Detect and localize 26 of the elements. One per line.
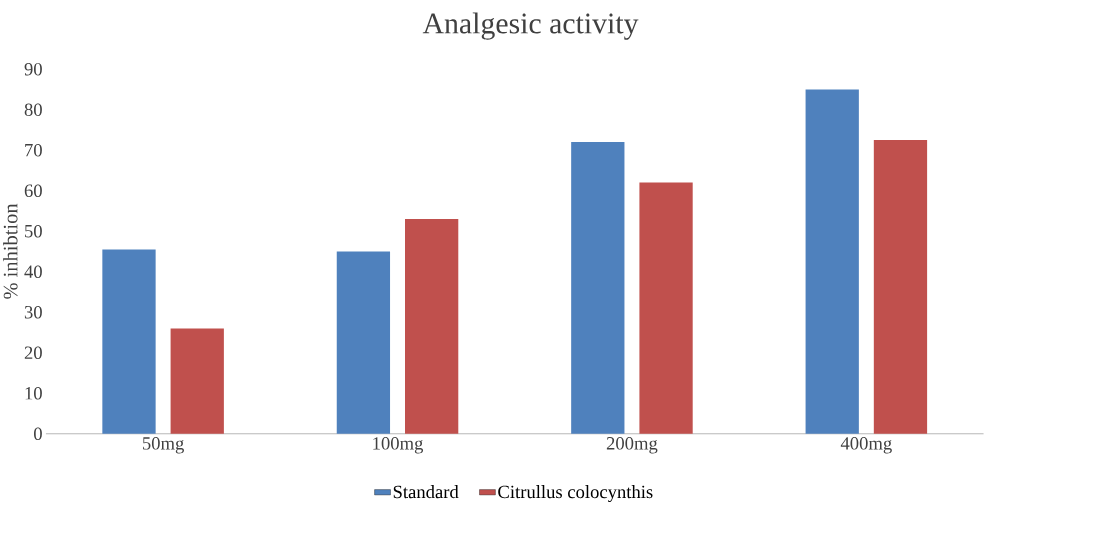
bar bbox=[873, 140, 928, 434]
legend-label: Standard bbox=[393, 485, 459, 499]
x-tick-label: 200mg bbox=[606, 437, 658, 454]
y-tick-label: 40 bbox=[24, 265, 42, 279]
y-tick-label: 80 bbox=[24, 103, 42, 117]
y-tick-label: 60 bbox=[24, 184, 42, 198]
y-axis-title: % inhibtion bbox=[3, 203, 18, 300]
y-tick-label: 70 bbox=[25, 144, 42, 157]
legend-label: Citrullus colocynthis bbox=[498, 485, 653, 503]
y-tick-label: 10 bbox=[25, 387, 42, 400]
x-tick-label: 100mg bbox=[373, 437, 424, 454]
y-tick-label: 50 bbox=[25, 225, 42, 238]
bar bbox=[639, 182, 693, 434]
bar bbox=[102, 249, 156, 434]
bar bbox=[405, 219, 459, 434]
bar bbox=[805, 89, 859, 434]
x-tick-label: 50mg bbox=[142, 437, 184, 454]
y-tick-label: 90 bbox=[24, 63, 42, 76]
bar bbox=[571, 142, 625, 434]
x-tick-label: 400mg bbox=[840, 437, 892, 454]
y-tick-label: 30 bbox=[24, 306, 42, 319]
bar bbox=[170, 328, 224, 434]
bar bbox=[336, 251, 391, 434]
chart-title: Analgesic activity bbox=[422, 12, 639, 40]
y-tick-label: 0 bbox=[34, 427, 42, 441]
y-tick-label: 20 bbox=[24, 346, 42, 360]
